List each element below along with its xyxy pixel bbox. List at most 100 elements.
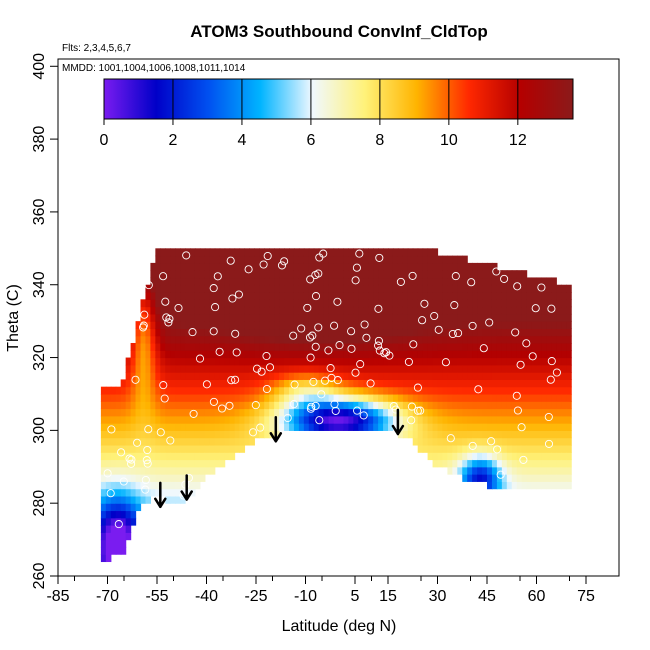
heatmap-cell (491, 423, 498, 431)
heatmap-cell (427, 262, 434, 271)
heatmap-cell (348, 350, 354, 359)
heatmap-cell (437, 270, 444, 279)
heatmap-cell (274, 335, 280, 344)
heatmap-cell (472, 342, 478, 351)
heatmap-cell (526, 444, 533, 453)
heatmap-cell (462, 328, 468, 337)
heatmap-cell (289, 255, 295, 264)
heatmap-cell (452, 437, 458, 446)
heatmap-cell (536, 481, 543, 490)
heatmap-cell (323, 335, 330, 344)
heatmap-cell (511, 277, 518, 286)
heatmap-cell (333, 357, 340, 366)
heatmap-cell (482, 277, 488, 286)
heatmap-cell (194, 466, 201, 475)
heatmap-cell (269, 350, 275, 359)
heatmap-cell (180, 342, 186, 351)
heatmap-cell (541, 350, 547, 359)
heatmap-cell (496, 466, 503, 475)
heatmap-cell (556, 408, 562, 417)
heatmap-cell (521, 350, 528, 359)
heatmap-cell (343, 335, 349, 344)
heatmap-cell (284, 408, 290, 417)
heatmap-cell (279, 306, 285, 315)
heatmap-cell (457, 335, 463, 344)
heatmap-cell (175, 292, 181, 300)
heatmap-cell (318, 306, 325, 315)
heatmap-cell (125, 517, 132, 526)
heatmap-cell (536, 408, 543, 417)
heatmap-cell (194, 364, 201, 373)
heatmap-cell (487, 430, 493, 439)
heatmap-cell (467, 393, 473, 402)
heatmap-cell (417, 277, 424, 286)
heatmap-cell (412, 248, 419, 257)
heatmap-cell (482, 306, 488, 315)
heatmap-cell (378, 284, 384, 293)
heatmap-cell (219, 328, 226, 337)
heatmap-cell (175, 335, 181, 344)
heatmap-cell (185, 408, 191, 417)
heatmap-cell (259, 415, 265, 424)
heatmap-cell (239, 423, 246, 431)
heatmap-cell (219, 452, 226, 461)
heatmap-cell (175, 262, 181, 271)
heatmap-cell (546, 313, 552, 322)
heatmap-cell (516, 364, 523, 373)
heatmap-cell (254, 270, 260, 279)
heatmap-cell (298, 372, 305, 380)
heatmap-cell (180, 255, 186, 264)
heatmap-cell (412, 306, 419, 315)
heatmap-cell (541, 401, 547, 410)
heatmap-cell (526, 321, 533, 330)
heatmap-cell (526, 386, 533, 395)
heatmap-cell (190, 444, 196, 453)
heatmap-cell (175, 342, 181, 351)
heatmap-cell (561, 393, 567, 402)
heatmap-cell (561, 386, 567, 395)
heatmap-cell (541, 372, 547, 380)
heatmap-cell (536, 306, 543, 315)
heatmap-cell (145, 299, 151, 308)
heatmap-cell (175, 350, 181, 359)
heatmap-cell (373, 277, 379, 286)
heatmap-cell (462, 474, 468, 482)
heatmap-cell (298, 423, 305, 431)
heatmap-cell (308, 342, 315, 351)
heatmap-cell (392, 248, 399, 257)
heatmap-cell (130, 379, 137, 388)
heatmap-cell (289, 284, 295, 293)
heatmap-cell (546, 306, 552, 315)
heatmap-cell (561, 306, 567, 315)
heatmap-cell (115, 546, 122, 555)
heatmap-cell (536, 364, 543, 373)
heatmap-cell (259, 350, 265, 359)
heatmap-cell (100, 415, 107, 424)
heatmap-cell (536, 430, 543, 439)
heatmap-cell (432, 335, 439, 344)
heatmap-cell (224, 393, 231, 402)
heatmap-cell (199, 350, 206, 359)
heatmap-cell (551, 379, 557, 388)
heatmap-cell (373, 321, 379, 330)
heatmap-cell (323, 408, 330, 417)
heatmap-cell (501, 459, 508, 468)
heatmap-cell (194, 321, 201, 330)
heatmap-cell (526, 430, 533, 439)
heatmap-cell (269, 255, 275, 264)
heatmap-cell (462, 306, 468, 315)
heatmap-cell (363, 321, 369, 330)
heatmap-cell (254, 379, 260, 388)
heatmap-cell (556, 372, 562, 380)
heatmap-cell (531, 372, 538, 380)
heatmap-cell (452, 379, 458, 388)
heatmap-cell (561, 474, 567, 482)
heatmap-cell (204, 342, 211, 351)
heatmap-cell (190, 481, 196, 490)
heatmap-cell (506, 437, 513, 446)
heatmap-cell (333, 386, 340, 395)
heatmap-cell (190, 292, 196, 300)
heatmap-cell (279, 372, 285, 380)
heatmap-cell (536, 277, 543, 286)
heatmap-cell (363, 357, 369, 366)
